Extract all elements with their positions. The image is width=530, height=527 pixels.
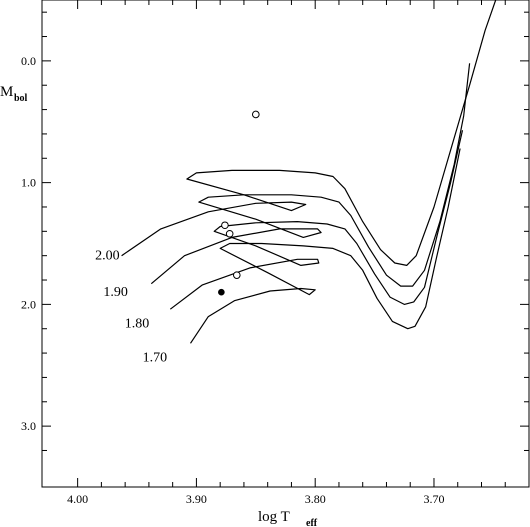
open-star-marker	[233, 271, 241, 279]
track-1-90	[150, 63, 471, 287]
x-axis-label: log T	[258, 509, 290, 525]
track-2-00	[121, 0, 497, 266]
track-label-1-80: 1.80	[125, 317, 150, 332]
track-label-1-70: 1.70	[143, 351, 168, 366]
evolutionary-tracks	[121, 0, 497, 344]
y-tick-label: 2.0	[21, 297, 36, 311]
observed-stars	[218, 110, 260, 296]
track-label-1-90: 1.90	[103, 285, 128, 300]
plot-frame	[41, 0, 530, 488]
open-star-marker	[252, 110, 260, 119]
y-tick-label: 1.0	[21, 176, 36, 190]
track-labels: 2.00 1.90 1.80 1.70	[95, 248, 167, 365]
filled-star-marker	[218, 288, 225, 296]
x-tick-label: 3.90	[186, 492, 207, 506]
x-tick-label: 3.70	[423, 492, 444, 506]
track-1-80	[169, 130, 464, 310]
track-1-70	[190, 148, 461, 344]
y-axis-label-subscript: bol	[14, 93, 28, 104]
x-tick-label: 3.80	[305, 492, 326, 506]
x-axis-label-subscript: eff	[306, 518, 318, 527]
open-star-marker	[221, 221, 229, 230]
track-label-2-00: 2.00	[95, 248, 120, 263]
y-tick-label: 0.0	[21, 54, 36, 68]
axis-ticks	[42, 0, 529, 487]
open-star-marker	[225, 229, 234, 238]
y-tick-label: 3.0	[21, 419, 36, 433]
x-tick-label: 4.00	[67, 492, 88, 506]
tick-labels: 4.00 3.90 3.80 3.70 0.0 1.0 2.0 3.0	[21, 54, 444, 506]
y-axis-label: M	[0, 84, 13, 100]
